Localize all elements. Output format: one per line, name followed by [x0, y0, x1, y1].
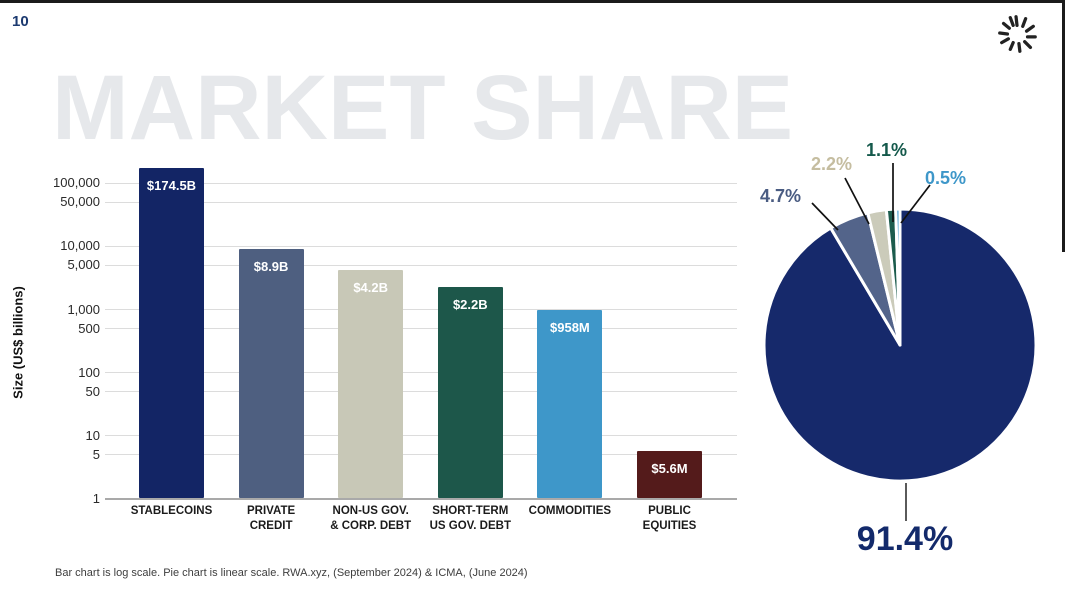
pie-label-1-1: 1.1% [866, 140, 908, 160]
y-tick-label: 5 [92, 446, 100, 462]
gridline [105, 454, 737, 456]
pie-chart [762, 163, 1038, 521]
leader-line-0-5 [900, 184, 931, 224]
x-category-label: PRIVATE CREDIT [247, 505, 296, 532]
gridline [105, 328, 737, 330]
bar-value-label: $4.2B [353, 279, 389, 295]
gridline [105, 182, 737, 184]
bar-0 [139, 167, 204, 499]
gridline [105, 309, 737, 311]
gridline [105, 435, 737, 437]
x-category-label: SHORT-TERM US GOV. DEBT [429, 505, 511, 532]
pie-label-91-4: 91.4% [856, 520, 954, 558]
bar-value-label: $958M [550, 320, 590, 336]
watermark-title: MARKET SHARE [52, 57, 794, 159]
gridline [105, 245, 737, 247]
bar-3 [437, 287, 503, 499]
bar-4 [537, 310, 603, 499]
pie-slices [762, 207, 1038, 483]
y-tick-label: 500 [78, 320, 100, 336]
gridline [105, 391, 737, 393]
y-tick-label: 100,000 [53, 175, 100, 191]
bar-1 [238, 249, 304, 499]
starburst-logo-icon [998, 15, 1037, 53]
y-tick-label: 10,000 [60, 238, 100, 254]
gridline [105, 372, 737, 374]
pie-label-2-2: 2.2% [811, 154, 853, 174]
pie-label-0-5: 0.5% [925, 168, 967, 188]
leader-line-4-7 [811, 202, 839, 231]
pie-leader-lines [811, 163, 931, 521]
x-axis-line [105, 498, 737, 500]
pie-label-4-7: 4.7% [760, 186, 802, 206]
y-tick-label: 1,000 [67, 301, 100, 317]
bar-chart: Size (US$ billions) 100,000 50,000 10,000 5… [11, 167, 737, 532]
source-footnote: Bar chart is log scale. Pie chart is lin… [55, 567, 528, 579]
bar-value-label: $2.2B [452, 297, 488, 313]
page-number: 10 [12, 13, 29, 30]
bar-2 [338, 269, 404, 499]
y-tick-label: 1 [92, 491, 100, 506]
bar-5 [637, 451, 702, 499]
x-category-label: NON-US GOV. & CORP. DEBT [330, 505, 412, 532]
y-tick-label: 100 [78, 364, 100, 380]
x-category-label: COMMODITIES [528, 505, 612, 517]
gridline [105, 201, 737, 203]
pie-slice-4 [894, 207, 902, 347]
x-category-label: PUBLIC EQUITIES [642, 505, 697, 532]
bar-value-label: $174.5B [146, 177, 197, 193]
y-tick-label: 10 [85, 427, 100, 443]
gridline [105, 264, 737, 266]
y-tick-label: 5,000 [67, 257, 100, 273]
bar-value-label: $8.9B [253, 259, 289, 275]
right-edge-border [1062, 0, 1065, 252]
top-edge-border [0, 0, 1065, 3]
leader-line-2-2 [844, 177, 870, 225]
x-category-label: STABLECOINS [130, 505, 213, 517]
y-tick-label: 50,000 [60, 194, 100, 210]
y-tick-label: 50 [85, 383, 100, 399]
bar-value-label: $5.6M [651, 461, 688, 477]
